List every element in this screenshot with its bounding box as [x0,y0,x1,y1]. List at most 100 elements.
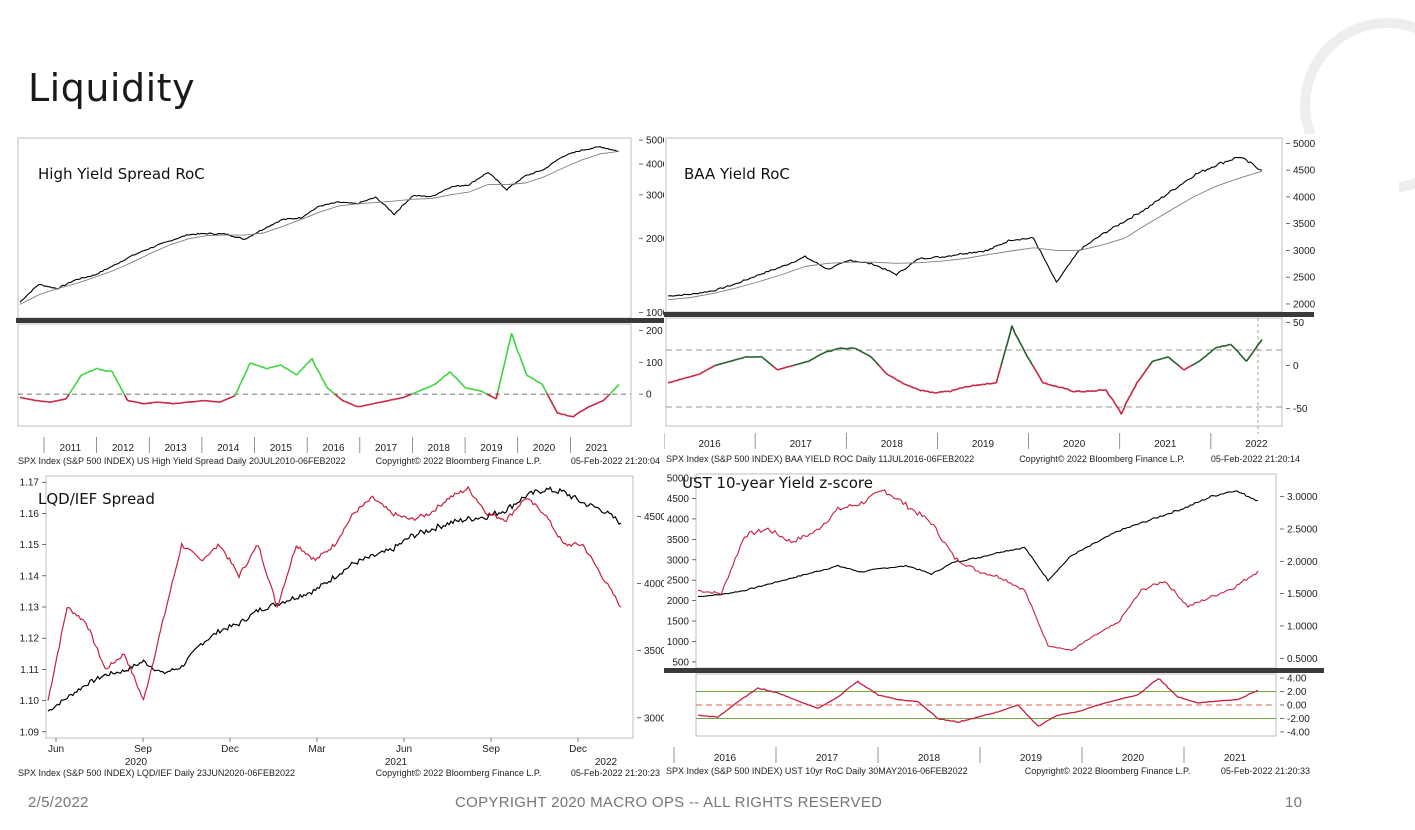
baa-roc-segment [900,381,904,384]
lqd-x-label: Sep [134,744,152,755]
baa-roc-segment [1133,385,1137,390]
baa-upper-y-ticklabel: 3000 [1293,246,1316,257]
hy-roc-segment [372,402,376,405]
hy-roc-segment [613,387,617,390]
hy-roc-segment [445,373,448,377]
ust-upper-left-y-ticklabel: 1000 [667,637,690,648]
hy-roc-segment [575,412,578,416]
baa-roc-segment [919,389,922,392]
hy-roc-segment [524,371,528,376]
baa-roc-segment [1129,390,1133,396]
hy-roc-segment [123,394,127,399]
hy-roc-segment [282,365,285,369]
hy-roc-segment [285,367,288,370]
baa-roc-segment [1231,345,1235,348]
baa-roc-segment [872,358,875,361]
baa-x-label: 2021 [1154,439,1177,450]
hy-roc-segment [577,411,580,415]
baa-roc-segment [927,390,930,393]
hy-upper-y-ticklabel: 1000 [646,308,664,319]
baa-roc-segment [1106,391,1110,396]
baa-roc-segment [727,360,730,363]
hy-x-label: 2021 [586,443,609,454]
baa-roc-segment [1191,363,1194,367]
baa-roc-segment [903,383,906,386]
lqd-left-y-ticklabel: 1.15 [20,540,40,551]
hy-roc-segment [581,409,585,412]
hy-roc-segment [81,373,84,376]
hy-roc-segment [331,391,334,394]
hy-x-label: 2017 [375,443,398,454]
baa-roc-segment [1169,357,1172,361]
baa-roc-segment [1236,350,1240,353]
hy-roc-segment [491,395,494,398]
hy-roc-segment [70,388,73,393]
baa-roc-segment [1131,388,1135,392]
hy-roc-segment [245,369,249,373]
hy-roc-segment [572,415,575,418]
baa-roc-segment [887,374,891,377]
baa-roc-segment [1019,341,1022,346]
baa-roc-segment [1241,355,1244,359]
baa-roc-segment [1006,337,1010,345]
baa-roc-segment [1139,376,1143,380]
baa-roc-segment [1170,358,1174,362]
baa-lower-frame [665,317,1283,427]
hy-roc-segment [461,383,465,387]
baa-roc-segment [1213,347,1216,351]
baa-roc-segment [886,373,889,376]
ust-x-label: 2018 [918,753,941,764]
baa-roc-segment [967,385,971,388]
hy-roc-segment [431,384,434,387]
hy-roc-segment [302,366,305,370]
baa-roc-segment [989,382,992,385]
baa-roc-segment [1255,345,1259,349]
baa-roc-segment [1209,350,1213,354]
hy-roc-segment [555,410,559,414]
baa-roc-segment [1004,343,1008,350]
ust-upper-left-y-ticklabel: 1500 [667,617,690,628]
baa-roc-segment [1140,373,1144,377]
baa-roc-segment [1200,357,1204,361]
hy-roc-segment [496,385,500,393]
chart-panel-baa: 2000 2500 3000 3500 4000 4500 5000 -50 0 50 2016 20… [664,134,1399,472]
baa-roc-segment [995,376,999,384]
hy-roc-segment [354,404,357,408]
baa-roc-segment [892,376,896,380]
hy-roc-segment [228,396,231,400]
hy-roc-segment [584,407,588,410]
hy-roc-segment [610,390,614,394]
hy-roc-segment [535,380,539,383]
baa-roc-segment [712,364,716,368]
baa-roc-segment [1000,360,1004,367]
baa-roc-segment [711,365,714,368]
hy-roc-segment [388,399,391,402]
hy-roc-segment [119,385,123,390]
hy-roc-segment [324,384,328,389]
hy-roc-segment [486,393,489,396]
baa-roc-segment [691,375,694,378]
lqd-left-y-ticklabel: 1.12 [20,634,40,645]
source-note: SPX Index (S&P 500 INDEX) LQD/IEF Daily … [18,768,295,778]
hy-x-label: 2012 [112,443,135,454]
hy-roc-segment [114,377,118,381]
lqd-right-y-ticklabel: 4000 [644,579,664,590]
baa-roc-segment [1142,371,1146,375]
baa-roc-segment [1115,405,1119,409]
baa-roc-segment [1161,357,1164,360]
hy-roc-segment [417,390,420,393]
hy-roc-segment [592,403,595,406]
hy-roc-segment [312,361,316,366]
hy-roc-segment [499,372,504,380]
hy-roc-segment [513,341,517,348]
hy-roc-segment [607,393,611,397]
baa-roc-segment [856,348,860,351]
hy-roc-segment [518,354,522,359]
baa-roc-segment [956,387,960,391]
baa-roc-segment [780,367,783,370]
baa-roc-segment [920,389,924,392]
lqd-year-label: 2022 [595,757,618,768]
ust-upper-right-y-ticklabel: 2.0000 [1287,557,1318,568]
baa-roc-segment [1219,345,1222,349]
hy-roc-segment [440,377,443,381]
